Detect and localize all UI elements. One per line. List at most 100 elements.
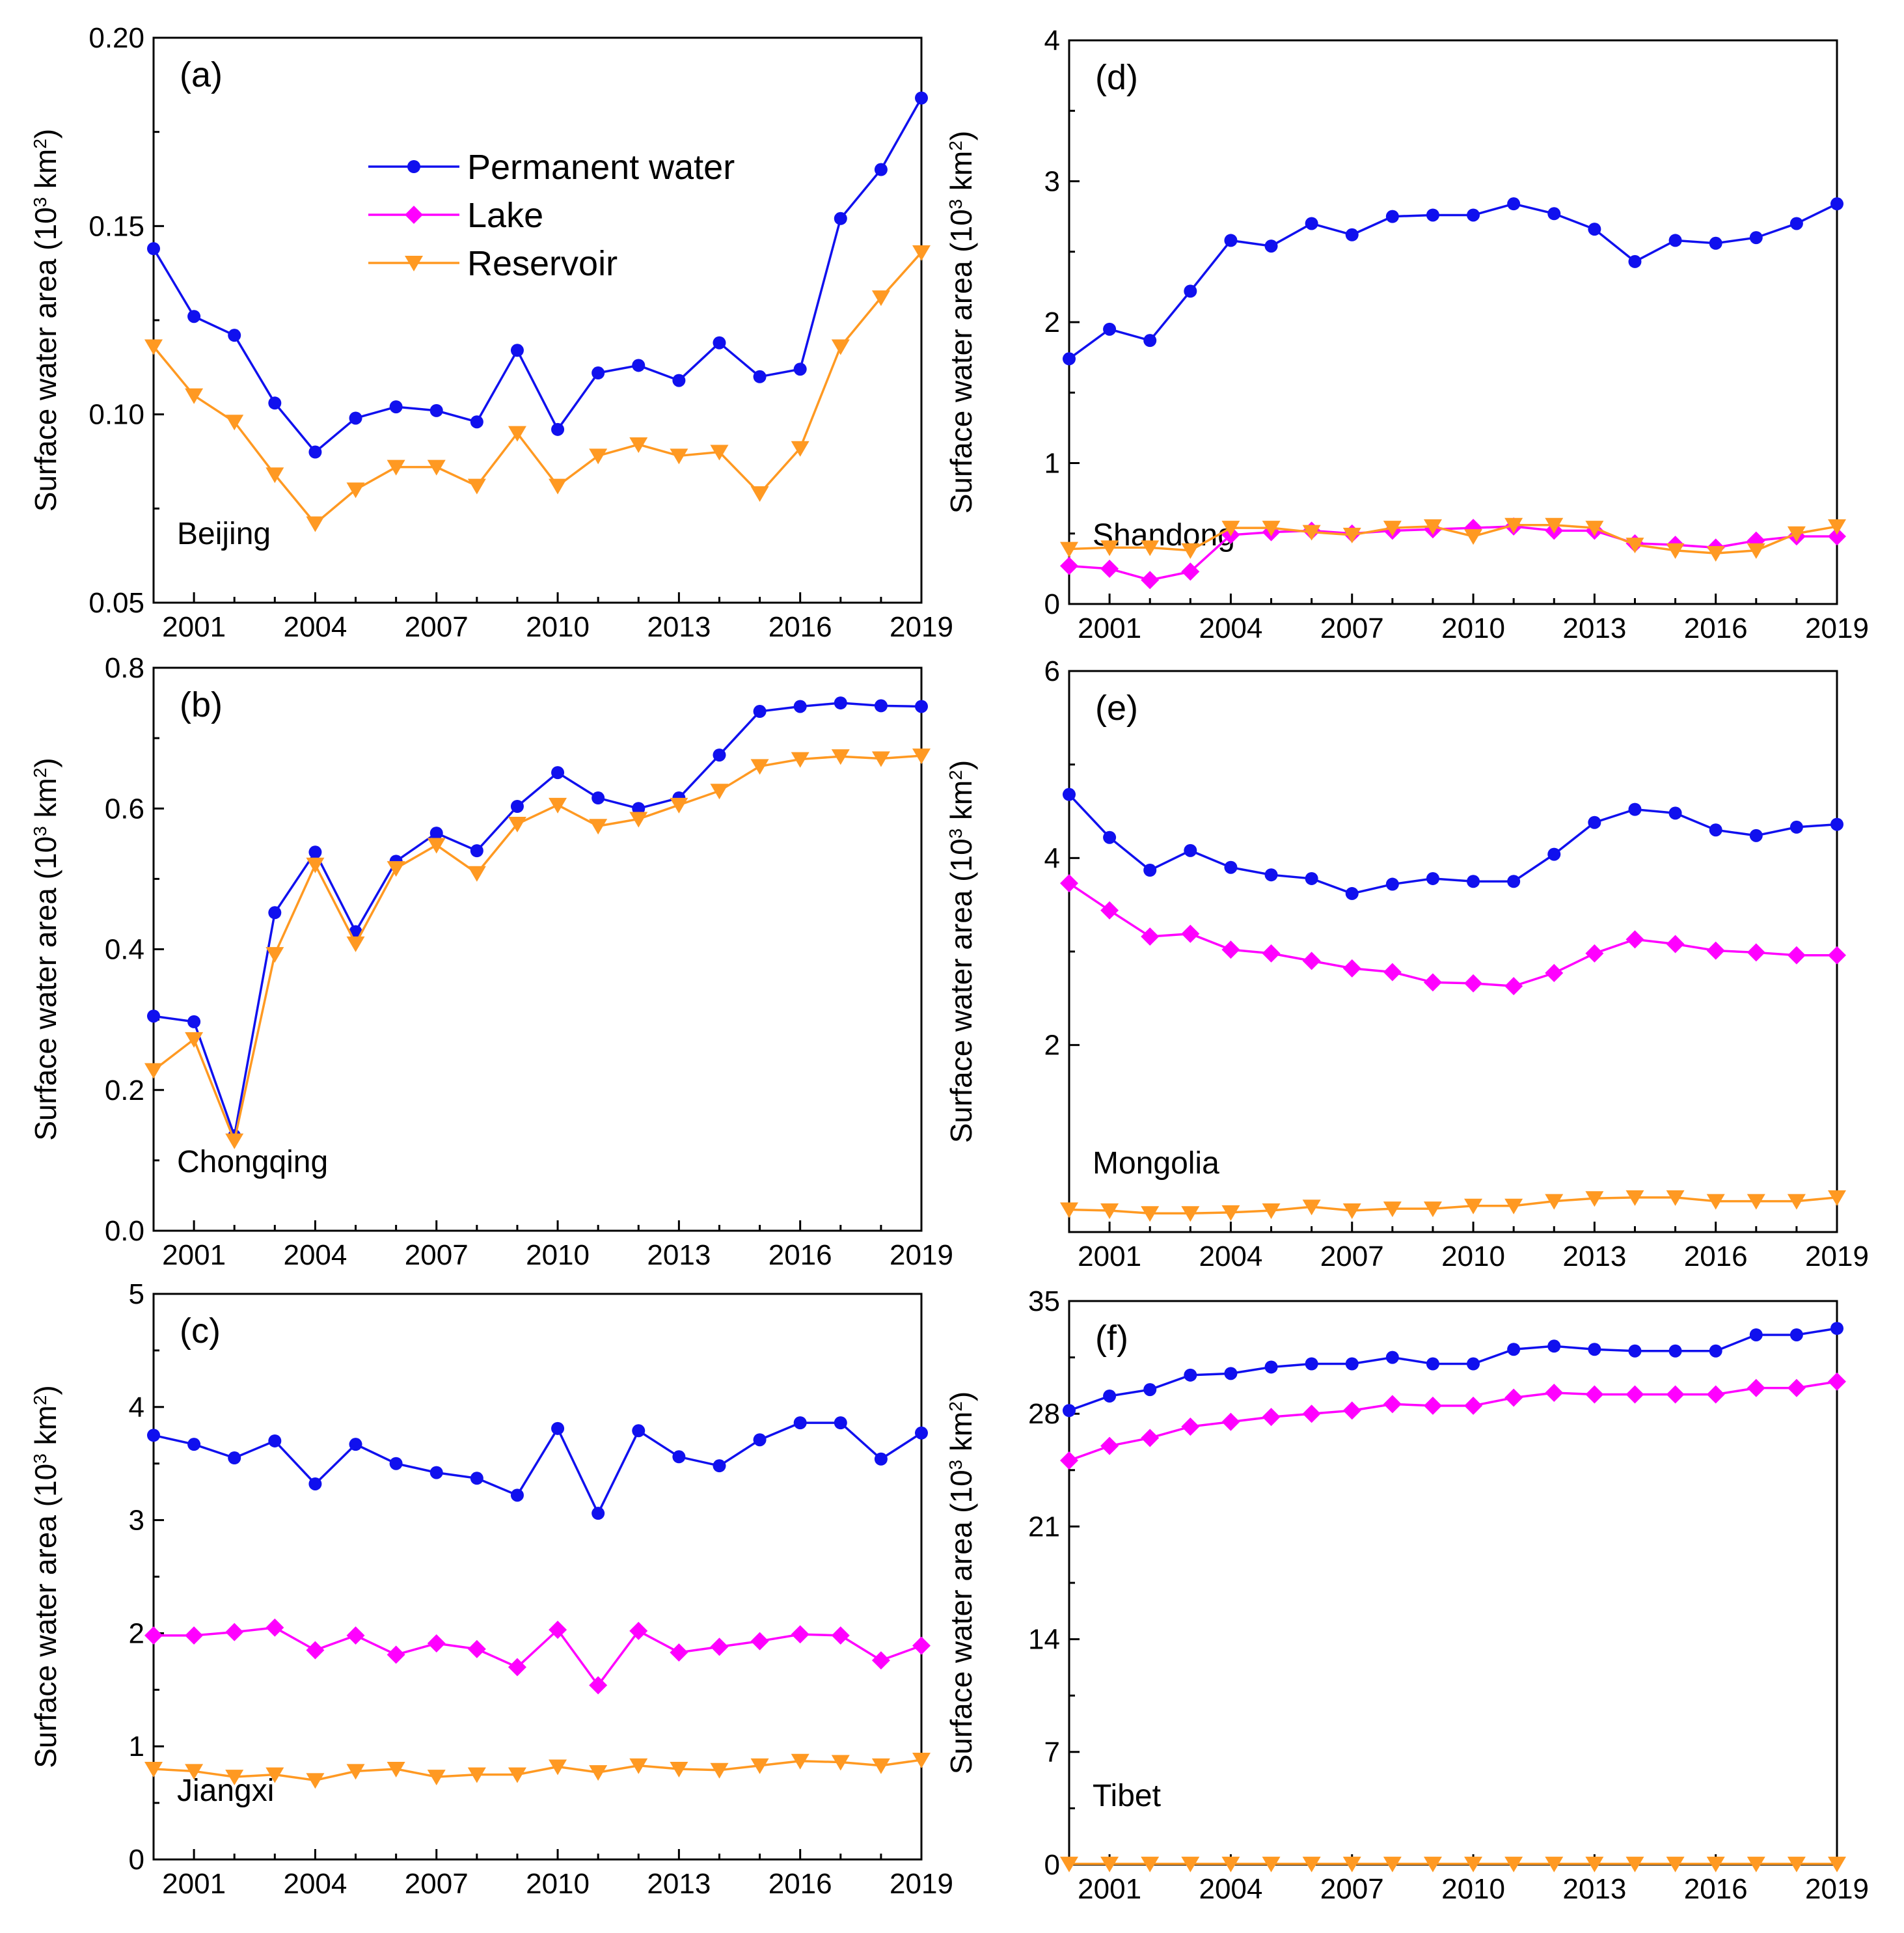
x-tick-label: 2016 — [1684, 612, 1748, 644]
data-point-lake — [387, 1645, 405, 1664]
x-tick-label: 2010 — [526, 1868, 590, 1900]
data-point-permanent — [1507, 875, 1521, 888]
data-point-lake — [1221, 1412, 1240, 1431]
data-point-permanent — [1588, 223, 1601, 236]
data-point-lake — [1625, 1385, 1644, 1404]
data-point-permanent — [1063, 1404, 1076, 1418]
data-point-reservoir — [1423, 1856, 1442, 1872]
data-point-reservoir — [1545, 517, 1564, 534]
data-point-lake — [1828, 1372, 1846, 1391]
x-tick-label: 2016 — [1684, 1241, 1748, 1272]
x-tick-label: 2010 — [1441, 1873, 1505, 1905]
x-tick-label: 2010 — [526, 1239, 590, 1271]
data-point-reservoir — [1262, 521, 1281, 537]
data-point-reservoir — [265, 467, 284, 484]
panel-f: 2001 2004 2007 2010 2013 2016 2019 0 7 14 21 28 35 Su… — [944, 1285, 1869, 1905]
data-point-reservoir — [1545, 1194, 1564, 1210]
data-point-permanent — [874, 163, 888, 176]
data-point-permanent — [1709, 1344, 1722, 1358]
data-point-permanent — [1628, 254, 1642, 268]
panel-c: 2001 2004 2007 2010 2013 2016 2019 0 1 2 3 4 5 Surfac… — [29, 1278, 953, 1900]
data-point-permanent — [389, 1457, 403, 1470]
data-point-permanent — [551, 1421, 565, 1435]
data-point-permanent — [1588, 816, 1601, 829]
data-point-reservoir — [467, 478, 486, 495]
x-tick-label: 2013 — [1562, 1241, 1626, 1272]
data-point-reservoir — [1747, 1194, 1765, 1210]
data-point-permanent — [592, 1507, 605, 1520]
data-point-permanent — [1668, 234, 1682, 247]
data-point-reservoir — [912, 245, 931, 261]
data-point-lake — [1060, 556, 1078, 575]
data-point-reservoir — [144, 1761, 163, 1777]
x-tick-label: 2019 — [890, 611, 953, 643]
data-point-permanent — [1749, 231, 1763, 245]
data-point-reservoir — [346, 936, 365, 952]
data-point-reservoir — [1706, 546, 1725, 562]
x-tick-label: 2013 — [647, 611, 711, 643]
data-point-reservoir — [144, 1063, 163, 1079]
data-point-permanent — [429, 1466, 443, 1479]
data-point-reservoir — [710, 1762, 729, 1779]
data-point-reservoir — [710, 445, 729, 461]
data-point-permanent — [874, 1452, 888, 1466]
data-point-lake — [912, 1636, 931, 1655]
data-point-lake — [1464, 1396, 1483, 1415]
data-point-reservoir — [1423, 1201, 1442, 1218]
data-point-permanent — [793, 1416, 807, 1430]
data-point-reservoir — [831, 1755, 850, 1771]
data-point-lake — [1423, 973, 1442, 992]
data-point-lake — [1302, 1405, 1321, 1423]
data-point-permanent — [1184, 1368, 1197, 1382]
series-line-permanent — [153, 1421, 922, 1516]
data-point-permanent — [1224, 860, 1238, 874]
y-tick-label: 6 — [1044, 655, 1060, 687]
data-point-reservoir — [346, 1764, 365, 1780]
data-point-reservoir — [1423, 519, 1442, 535]
data-point-permanent — [1345, 1357, 1359, 1371]
data-point-permanent — [1467, 208, 1480, 222]
data-point-reservoir — [144, 339, 163, 355]
data-point-reservoir — [831, 339, 850, 355]
data-point-reservoir — [589, 448, 608, 465]
data-point-permanent — [147, 1009, 160, 1023]
data-point-permanent — [1184, 843, 1197, 857]
panel-b: 2001 2004 2007 2010 2013 2016 2019 0.0 0.2 0.4 0.6… — [29, 652, 953, 1271]
data-point-reservoir — [1141, 540, 1160, 556]
x-tick-label: 2016 — [768, 1239, 832, 1271]
y-axis-label-superscript: 2 — [945, 141, 966, 151]
data-point-permanent — [147, 242, 160, 256]
y-tick-label: 28 — [1028, 1398, 1060, 1430]
data-point-reservoir — [549, 1759, 567, 1775]
y-axis-label: Surface water area (103 km2) — [29, 1385, 62, 1768]
data-point-reservoir — [871, 751, 890, 767]
y-axis-label-part: km — [29, 778, 62, 826]
data-point-reservoir — [1181, 1206, 1200, 1222]
y-tick-label: 0 — [129, 1844, 144, 1876]
x-tick-label: 2019 — [1805, 612, 1869, 644]
region-label: Mongolia — [1093, 1146, 1219, 1181]
data-point-lake — [1504, 977, 1523, 996]
x-tick-label: 2016 — [768, 611, 832, 643]
legend-label-reservoir: Reservoir — [467, 244, 618, 283]
data-point-reservoir — [1585, 521, 1604, 537]
data-point-permanent — [1789, 1328, 1803, 1341]
data-point-permanent — [1305, 871, 1318, 885]
data-point-permanent — [1830, 817, 1843, 831]
data-point-reservoir — [1302, 1856, 1321, 1872]
data-point-permanent — [1588, 1343, 1601, 1356]
data-point-permanent — [470, 844, 483, 858]
x-tick-label: 2007 — [405, 1239, 469, 1271]
data-point-lake — [346, 1626, 365, 1645]
data-point-reservoir — [467, 1767, 486, 1783]
x-tick-label: 2013 — [647, 1868, 711, 1900]
y-axis-label-part: km — [944, 780, 978, 829]
x-tick-label: 2001 — [162, 1239, 226, 1271]
data-point-permanent — [1467, 1357, 1480, 1371]
y-tick-label: 4 — [1044, 25, 1060, 57]
y-tick-label: 3 — [1044, 166, 1060, 198]
data-point-lake — [1383, 1395, 1402, 1414]
x-tick-label: 2016 — [768, 1868, 832, 1900]
data-point-permanent — [632, 802, 646, 816]
y-axis-label-superscript: 3 — [945, 829, 966, 839]
